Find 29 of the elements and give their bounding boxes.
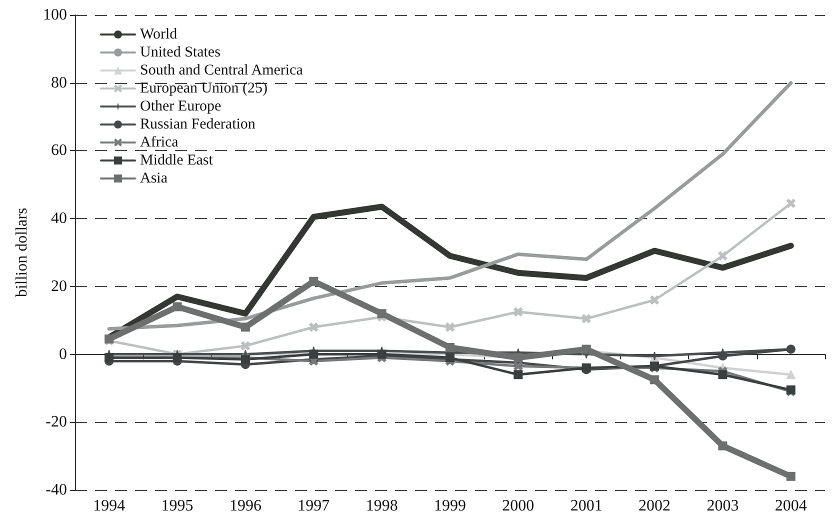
legend-label: World bbox=[140, 26, 178, 42]
y-tick-label: 80 bbox=[51, 74, 67, 92]
y-tick-label: -40 bbox=[46, 482, 67, 498]
legend-label: Other Europe bbox=[140, 98, 222, 114]
x-tick-label: 2002 bbox=[638, 498, 671, 514]
x-tick-label: 1996 bbox=[229, 498, 262, 514]
legend-label: Russian Federation bbox=[140, 116, 256, 132]
y-tick-label: 20 bbox=[51, 278, 67, 295]
legend-label: Asia bbox=[140, 170, 168, 186]
x-tick-label: 2004 bbox=[774, 498, 807, 514]
y-tick-label: 100 bbox=[43, 6, 67, 24]
x-tick-label: 1995 bbox=[161, 498, 194, 514]
x-tick-label: 2000 bbox=[502, 498, 534, 514]
legend-label: European Union (25) bbox=[140, 80, 268, 96]
y-axis-title: billion dollars bbox=[14, 208, 30, 298]
legend-label: South and Central America bbox=[140, 62, 304, 78]
x-tick-label: 2003 bbox=[706, 498, 739, 514]
y-tick-label: 0 bbox=[59, 346, 67, 363]
legend-label: Africa bbox=[140, 134, 179, 150]
x-tick-label: 1997 bbox=[298, 498, 330, 514]
y-tick-label: 60 bbox=[51, 142, 67, 160]
x-tick-label: 1999 bbox=[434, 498, 466, 514]
y-tick-label: 40 bbox=[51, 210, 67, 228]
x-tick-label: 1994 bbox=[93, 498, 126, 514]
legend-label: Middle East bbox=[140, 152, 214, 168]
y-tick-label: -20 bbox=[46, 414, 67, 431]
x-tick-label: 2001 bbox=[570, 498, 602, 514]
x-tick-label: 1998 bbox=[366, 498, 398, 514]
legend-label: United States bbox=[140, 44, 221, 60]
